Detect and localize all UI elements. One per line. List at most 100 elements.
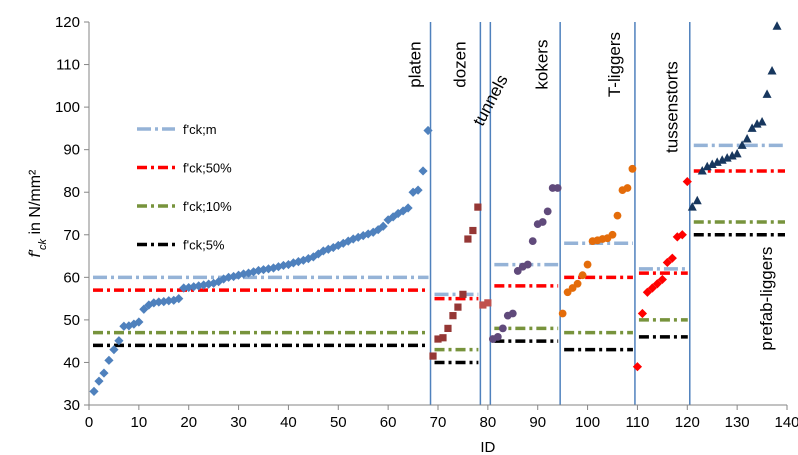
data-point-kokers [538, 218, 547, 226]
data-point-prefab-liggers [692, 195, 702, 205]
data-point-platen [89, 386, 99, 396]
data-point-T-liggers [558, 309, 567, 318]
data-point-prefab-liggers [767, 65, 777, 75]
data-points [89, 21, 782, 396]
data-point-prefab-liggers [722, 153, 732, 162]
group-label-kokers: kokers [533, 40, 552, 90]
x-tick-label: 120 [675, 414, 700, 431]
data-point-T-liggers [608, 230, 617, 239]
data-point-tussenstorts [652, 279, 662, 289]
data-point-platen [373, 225, 383, 235]
data-point-platen [313, 249, 323, 259]
data-point-T-liggers [628, 164, 637, 173]
data-point-dozen [464, 235, 472, 243]
data-point-platen [174, 294, 184, 304]
y-axis-label: f′ck in N/mm² [27, 169, 49, 257]
data-point-platen [378, 221, 388, 231]
data-point-tussenstorts [647, 283, 657, 293]
data-point-tussenstorts [657, 274, 667, 285]
x-tick-label: 130 [725, 414, 750, 431]
data-point-platen [418, 166, 428, 176]
y-tick-label: 110 [56, 57, 80, 74]
data-point-prefab-liggers [742, 134, 752, 143]
data-point-dozen [469, 226, 477, 235]
data-point-prefab-liggers [712, 157, 722, 166]
data-point-platen [293, 256, 303, 267]
data-point-platen [159, 296, 169, 307]
data-point-platen [273, 262, 284, 272]
legend-label-p5: f'ck;5% [183, 238, 225, 253]
data-point-tussenstorts [672, 232, 682, 242]
y-tick-label: 80 [63, 184, 80, 201]
x-tick-label: 110 [625, 414, 649, 431]
data-point-platen [149, 298, 159, 308]
data-point-tussenstorts [682, 176, 692, 187]
y-tick-label: 90 [63, 142, 80, 159]
data-point-dozen [474, 203, 482, 211]
data-point-platen [184, 282, 194, 293]
data-point-platen [248, 267, 259, 277]
y-tick-label: 120 [55, 14, 80, 31]
data-point-prefab-liggers [747, 123, 757, 132]
group-label-T-liggers: T-liggers [605, 32, 624, 97]
data-point-T-liggers [583, 260, 592, 269]
data-point-kokers [508, 309, 517, 318]
data-point-dozen [429, 352, 437, 360]
y-tick-label: 100 [55, 99, 80, 116]
data-point-prefab-liggers [737, 140, 747, 149]
data-point-platen [423, 125, 433, 136]
data-point-platen [124, 321, 134, 331]
data-point-tunnels [484, 299, 492, 307]
data-point-platen [129, 319, 139, 329]
y-tick-label: 60 [63, 269, 80, 286]
data-point-platen [388, 212, 398, 222]
data-point-prefab-liggers [702, 161, 712, 171]
group-label-dozen: dozen [450, 41, 469, 87]
data-point-prefab-liggers [697, 165, 707, 175]
y-tick-label: 40 [63, 354, 80, 371]
data-point-platen [253, 265, 264, 276]
legend-label-p50: f'ck;50% [183, 161, 232, 176]
x-tick-label: 10 [131, 414, 148, 431]
y-tick-label: 50 [63, 312, 80, 329]
data-point-prefab-liggers [762, 89, 772, 98]
x-tick-label: 80 [480, 414, 497, 431]
data-point-dozen [434, 335, 442, 343]
y-axis-label-sub: ck [37, 238, 49, 250]
data-point-dozen [459, 290, 467, 298]
group-label-platen: platen [406, 41, 425, 87]
x-tick-label: 20 [180, 414, 197, 431]
data-point-platen [109, 345, 119, 355]
data-point-dozen [449, 312, 457, 320]
data-point-platen [393, 208, 403, 219]
data-point-dozen [444, 324, 452, 332]
data-point-tussenstorts [642, 287, 652, 297]
y-axis-label-rest: in N/mm² [27, 169, 44, 239]
data-point-tussenstorts [662, 257, 672, 268]
data-point-tussenstorts [677, 230, 687, 240]
legend: f'ck;m f'ck;50% f'ck;10% f'ck;5% [137, 122, 232, 253]
y-tick-label: 70 [63, 227, 80, 244]
data-point-prefab-liggers [687, 202, 697, 211]
data-point-kokers [553, 184, 562, 192]
data-point-prefab-liggers [717, 155, 727, 164]
data-point-platen [308, 252, 318, 262]
data-point-platen [209, 278, 219, 288]
data-point-dozen [454, 303, 462, 311]
x-tick-label: 70 [430, 414, 447, 431]
data-point-platen [99, 368, 109, 378]
data-point-dozen [439, 334, 447, 342]
x-tick-label: 100 [575, 414, 600, 431]
data-point-platen [104, 355, 114, 365]
data-point-kokers [543, 207, 552, 216]
data-point-T-liggers [613, 211, 622, 220]
x-tick-label: 90 [529, 414, 546, 431]
data-point-prefab-liggers [707, 159, 717, 169]
legend-label-m: f'ck;m [183, 122, 217, 137]
data-point-platen [224, 272, 234, 282]
y-tick-label: 30 [63, 397, 80, 414]
data-point-platen [383, 215, 393, 225]
x-tick-label: 30 [230, 414, 247, 431]
data-point-tussenstorts [667, 253, 677, 263]
